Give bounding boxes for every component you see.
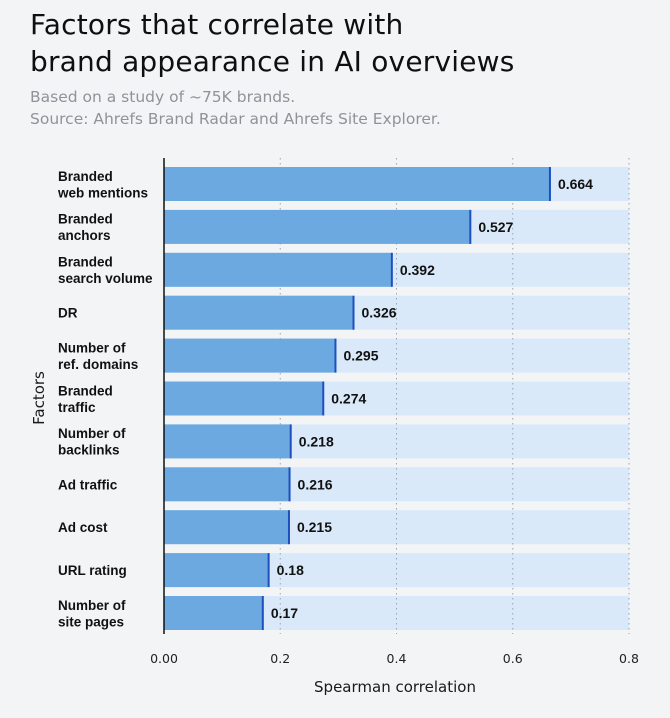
category-label: Number of site pages: [58, 598, 126, 630]
chart-subtitle: Based on a study of ~75K brands. Source:…: [30, 86, 650, 130]
data-label: 0.274: [331, 391, 366, 407]
data-label: 0.664: [558, 176, 593, 192]
bar: [164, 596, 263, 630]
data-label: 0.216: [298, 476, 333, 492]
bar: [164, 467, 290, 502]
x-tick-label: 0.4: [387, 651, 407, 666]
category-label: Branded anchors: [58, 212, 113, 244]
bar: [164, 209, 471, 244]
bar: [164, 424, 291, 459]
chart-title-line-1: Factors that correlate with: [30, 8, 404, 41]
category-label: Ad cost: [58, 520, 108, 535]
x-tick-label: 0.2: [270, 651, 290, 666]
data-label: 0.17: [271, 605, 298, 621]
data-label: 0.215: [297, 519, 332, 535]
category-label: Branded web mentions: [57, 169, 148, 201]
data-label: 0.527: [478, 219, 513, 235]
data-label: 0.326: [361, 305, 396, 321]
category-label: DR: [58, 306, 78, 321]
category-label: URL rating: [58, 563, 127, 578]
chart-title-line-2: brand appearance in AI overviews: [30, 45, 515, 78]
bar: [164, 295, 354, 330]
x-tick-label: 0.00: [150, 651, 178, 666]
chart-subtitle-line-2: Source: Ahrefs Brand Radar and Ahrefs Si…: [30, 110, 441, 128]
bar: [164, 510, 289, 545]
category-label: Number of backlinks: [58, 426, 126, 458]
chart-subtitle-line-1: Based on a study of ~75K brands.: [30, 88, 296, 106]
category-label: Branded traffic: [58, 383, 113, 415]
data-label: 0.18: [277, 562, 304, 578]
x-tick-label: 0.6: [503, 651, 523, 666]
data-label: 0.392: [400, 262, 435, 278]
x-axis-title: Spearman correlation: [314, 678, 476, 696]
category-label: Number of ref. domains: [58, 340, 138, 372]
category-label: Ad traffic: [58, 477, 118, 492]
bar: [164, 252, 392, 287]
category-label: Branded search volume: [58, 255, 153, 287]
bar: [164, 167, 550, 201]
bar: [164, 381, 324, 416]
bar: [164, 553, 269, 588]
data-label: 0.295: [343, 348, 378, 364]
x-tick-label: 0.8: [619, 651, 639, 666]
bar: [164, 338, 336, 373]
y-axis-title: Factors: [30, 371, 48, 425]
data-label: 0.218: [299, 433, 334, 449]
chart-title: Factors that correlate with brand appear…: [30, 6, 650, 80]
